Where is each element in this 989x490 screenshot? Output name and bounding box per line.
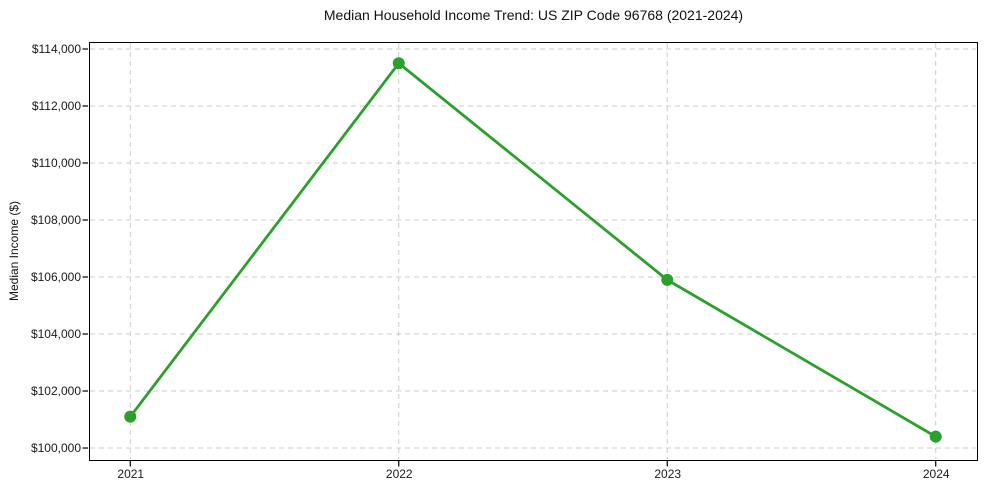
x-tick-label: 2024 xyxy=(922,467,950,481)
y-tick-label: $100,000 xyxy=(30,441,81,456)
y-tick-label: $110,000 xyxy=(31,155,81,170)
y-tick-label: $104,000 xyxy=(30,327,81,341)
plot-area xyxy=(82,42,978,467)
x-tick-label: 2023 xyxy=(654,467,682,481)
data-point-marker xyxy=(661,273,674,286)
y-tick-label: $108,000 xyxy=(30,213,81,227)
data-point-marker xyxy=(124,410,137,423)
x-tick-label: 2021 xyxy=(117,467,145,481)
y-tick-label: $112,000 xyxy=(31,98,81,113)
income-trend-line xyxy=(128,61,938,439)
data-point-marker xyxy=(929,430,942,443)
chart-canvas xyxy=(82,43,976,467)
y-tick-label: $102,000 xyxy=(30,384,81,399)
y-tick-label: $114,000 xyxy=(31,41,81,56)
data-point-marker xyxy=(392,57,405,70)
y-tick-label: $106,000 xyxy=(30,270,81,284)
x-tick-label: 2022 xyxy=(385,467,413,481)
chart-title: Median Household Income Trend: US ZIP Co… xyxy=(323,7,744,23)
